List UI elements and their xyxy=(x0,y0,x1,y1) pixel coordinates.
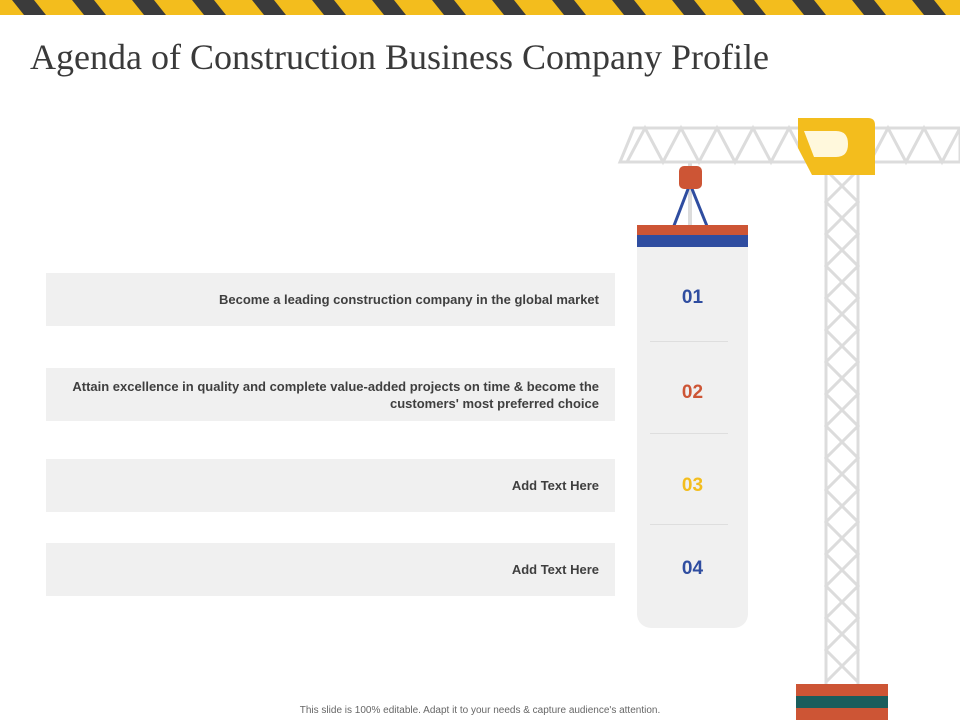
agenda-item-1: Become a leading construction company in… xyxy=(46,273,615,326)
panel-divider xyxy=(650,433,728,434)
panel-top-blue xyxy=(637,235,748,247)
number-panel xyxy=(637,247,748,628)
hook-block xyxy=(679,166,702,189)
agenda-item-4-text: Add Text Here xyxy=(511,562,599,577)
panel-divider xyxy=(650,524,728,525)
agenda-number-4: 04 xyxy=(681,558,704,579)
agenda-number-3: 03 xyxy=(681,475,704,496)
page-title: Agenda of Construction Business Company … xyxy=(30,37,769,77)
crane-mast xyxy=(823,168,861,684)
crane-base-red-bottom xyxy=(796,708,888,720)
crane-jib xyxy=(617,124,960,166)
crane-base-red-top xyxy=(796,684,888,696)
agenda-item-2: Attain excellence in quality and complet… xyxy=(46,368,615,421)
crane-cabin xyxy=(798,118,875,175)
panel-divider xyxy=(650,341,728,342)
agenda-number-1: 01 xyxy=(681,287,704,308)
hazard-stripe-banner xyxy=(0,0,960,15)
agenda-item-4: Add Text Here xyxy=(46,543,615,596)
agenda-item-3: Add Text Here xyxy=(46,459,615,512)
panel-top-red xyxy=(637,225,748,236)
agenda-item-1-text: Become a leading construction company in… xyxy=(219,292,599,307)
footer-note: This slide is 100% editable. Adapt it to… xyxy=(299,705,661,716)
agenda-item-2-text: Attain excellence in quality and complet… xyxy=(72,378,599,411)
crane-base-teal xyxy=(796,696,888,708)
agenda-item-3-text: Add Text Here xyxy=(511,478,599,493)
agenda-number-2: 02 xyxy=(681,382,704,403)
